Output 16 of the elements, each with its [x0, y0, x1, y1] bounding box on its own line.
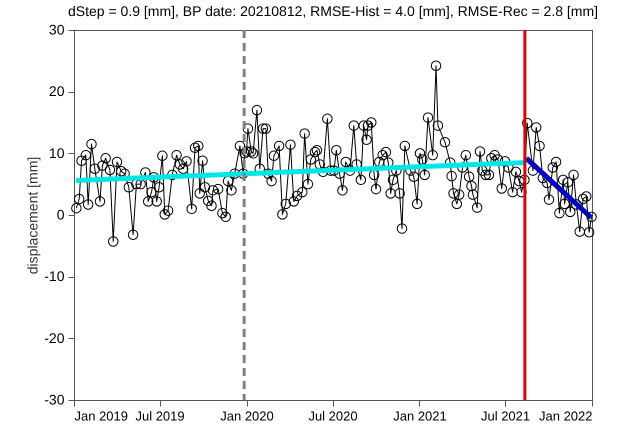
x-tick-label: Jan 2019	[74, 408, 128, 424]
x-tick-label: Jan 2021	[393, 408, 447, 424]
y-tick-label: 10	[48, 144, 65, 161]
chart-title: dStep = 0.9 [mm], BP date: 20210812, RMSE-Hist = 4.0 [mm], RMSE-Rec = 2.8 [mm]	[68, 3, 598, 19]
y-tick-label: -30	[44, 392, 65, 408]
x-tick-label: Jan 2020	[220, 408, 274, 424]
y-axis-title: displacement [mm]	[24, 156, 40, 274]
x-tick-label: Jul 2019	[135, 408, 185, 424]
y-tick-label: 0	[56, 206, 65, 222]
x-tick-label: Jan 2022	[539, 408, 592, 424]
x-tick-label: Jul 2020	[308, 408, 358, 424]
y-tick-label: -10	[44, 268, 65, 284]
y-tick-label: -20	[44, 330, 65, 346]
y-tick-label: 20	[48, 83, 65, 100]
x-tick-label: Jul 2021	[480, 408, 530, 424]
y-tick-label: 30	[48, 22, 65, 38]
